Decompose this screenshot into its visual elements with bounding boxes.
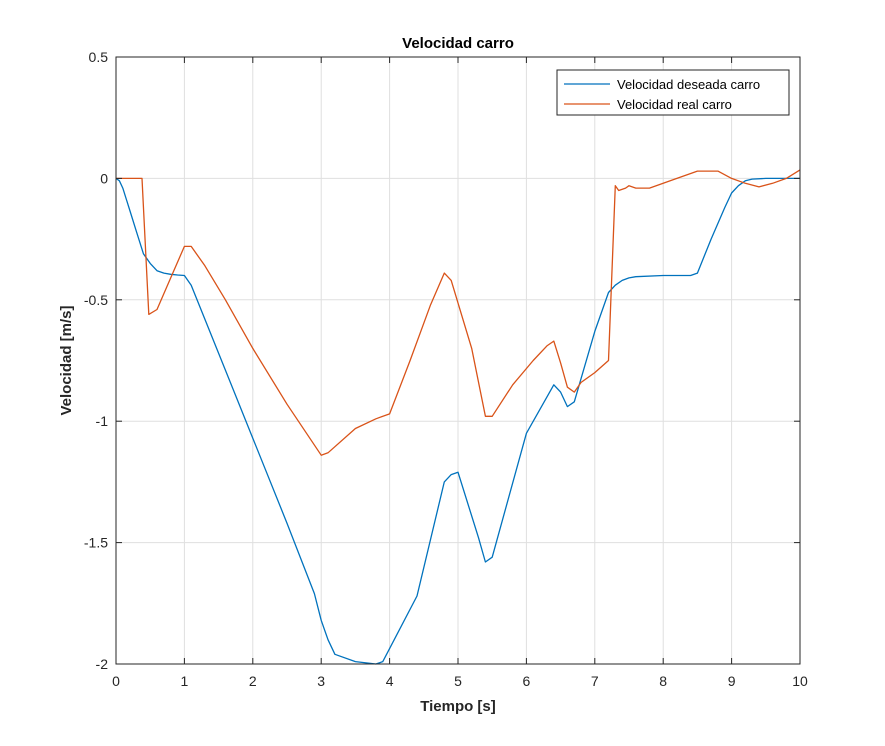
y-tick-label: -1 [96,413,109,429]
x-tick-label: 4 [386,673,394,689]
x-tick-label: 3 [317,673,325,689]
x-tick-label: 0 [112,673,120,689]
y-tick-label: -0.5 [84,292,108,308]
x-tick-label: 7 [591,673,599,689]
y-tick-label: -2 [96,656,109,672]
x-tick-label: 6 [523,673,531,689]
x-tick-label: 8 [659,673,667,689]
series-line-desired [115,177,800,665]
legend-label-real: Velocidad real carro [617,97,732,112]
x-axis-label: Tiempo [s] [420,698,496,715]
x-tick-label: 2 [249,673,257,689]
legend-label-desired: Velocidad deseada carro [617,77,760,92]
y-tick-label: -1.5 [84,535,108,551]
series-layer [115,169,801,665]
chart-title: Velocidad carro [402,35,514,52]
x-tick-label: 9 [728,673,736,689]
legend-box [556,69,790,116]
legend: Velocidad deseada carro Velocidad real c… [556,69,790,116]
x-tick-label: 10 [792,673,808,689]
tick-labels: 0 1 2 3 4 5 6 7 8 9 10 0.5 0 -0.5 -1 -1.5 -2 [84,49,808,689]
x-tick-label: 5 [454,673,462,689]
y-tick-label: 0.5 [89,49,109,65]
tick-marks [115,56,801,665]
grid-lines [116,57,800,664]
y-tick-label: 0 [100,170,108,186]
series-line-real [116,169,801,456]
x-tick-label: 1 [181,673,189,689]
y-axis-label: Velocidad [m/s] [58,305,75,415]
